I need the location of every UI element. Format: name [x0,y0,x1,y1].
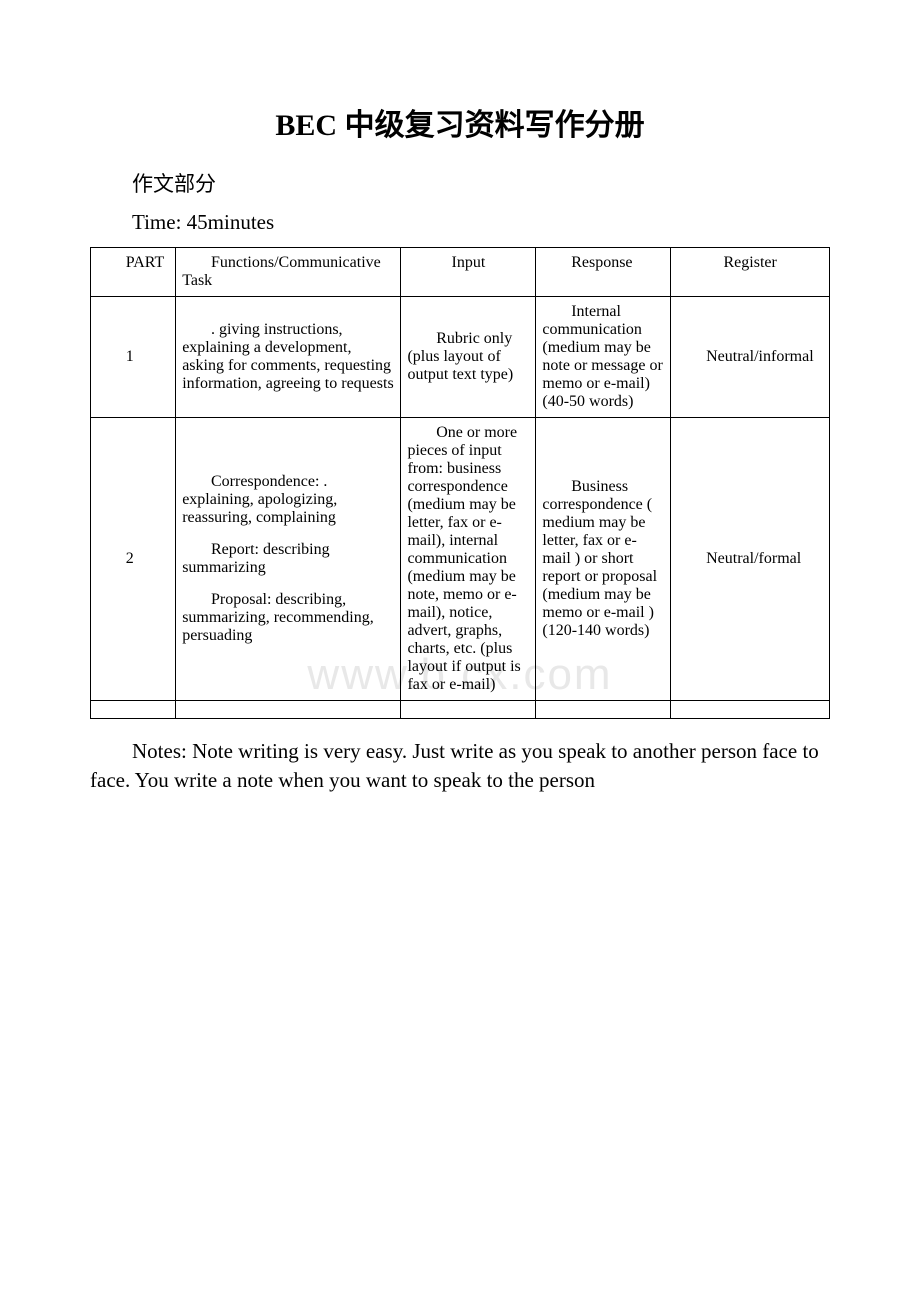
header-register: Register [671,248,830,297]
cell-input: Rubric only (plus layout of output text … [401,297,536,418]
empty-cell [91,701,176,719]
cell-functions: Correspondence: . explaining, apologizin… [176,418,401,701]
cell-part: 2 [91,418,176,701]
empty-cell [671,701,830,719]
footer-paragraph: Notes: Note writing is very easy. Just w… [90,737,830,796]
header-response: Response [536,248,671,297]
cell-register: Neutral/formal [671,418,830,701]
header-input: Input [401,248,536,297]
table-empty-row [91,701,830,719]
cell-response: Internal communication (medium may be no… [536,297,671,418]
writing-table: PART Functions/Communicative Task Input … [90,247,830,719]
empty-cell [176,701,401,719]
cell-input: One or more pieces of input from: busine… [401,418,536,701]
cell-part: 1 [91,297,176,418]
header-part: PART [91,248,176,297]
cell-functions: . giving instructions, explaining a deve… [176,297,401,418]
time-label: Time: 45minutes [90,210,830,235]
empty-cell [536,701,671,719]
cell-register: Neutral/informal [671,297,830,418]
header-functions: Functions/Communicative Task [176,248,401,297]
subtitle: 作文部分 [90,168,830,198]
cell-response: Business correspondence ( medium may be … [536,418,671,701]
empty-cell [401,701,536,719]
table-row: 2 Correspondence: . explaining, apologiz… [91,418,830,701]
table-header-row: PART Functions/Communicative Task Input … [91,248,830,297]
table-row: 1 . giving instructions, explaining a de… [91,297,830,418]
document-title: BEC 中级复习资料写作分册 [90,100,830,144]
